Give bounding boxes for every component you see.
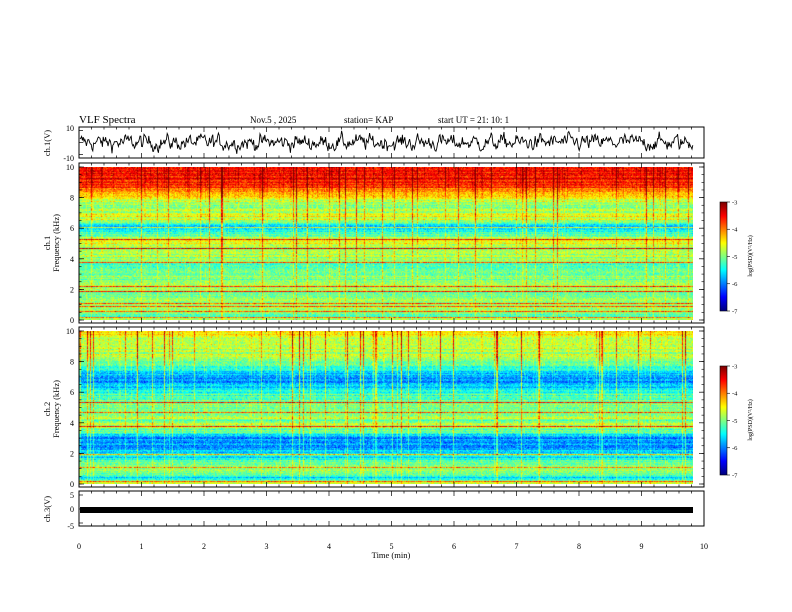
date-label: Nov.5 , 2025 [250, 115, 297, 125]
figure-title: VLF Spectra [79, 114, 136, 126]
colorbar-tick-label: -4 [732, 391, 738, 398]
time-tick-label: 4 [327, 542, 331, 551]
ch1-spectrogram-yticks: 0 2 4 6 8 10 [66, 163, 704, 325]
colorbar-tick-label: -5 [732, 418, 737, 425]
time-tick-label: 6 [452, 542, 456, 551]
ch2-spectrogram-ylabel-frequency: Frequency (kHz) [51, 380, 61, 438]
ch1-spectrogram-xticks [78, 163, 705, 323]
time-tick-label: 10 [700, 542, 708, 551]
time-tick-label: 1 [140, 542, 144, 551]
time-tick-label: 9 [640, 542, 644, 551]
ch3-ytick-bottom: -5 [67, 522, 74, 531]
ch2-spectrogram-yticks: 0 2 4 6 8 10 [66, 327, 704, 489]
colorbar-tick-label: -6 [732, 445, 738, 452]
colorbar-tick-label: -6 [732, 281, 738, 288]
ch3-ytick-top: 5 [70, 491, 74, 500]
start-time-label: start UT = 21: 10: 1 [438, 115, 509, 125]
colorbar-tick-label: -4 [732, 227, 738, 234]
ch3-waveform-trace [80, 507, 693, 513]
y-tick-label: 8 [70, 358, 74, 367]
ch3-ytick-mid: 0 [70, 505, 74, 514]
y-tick-label: 4 [70, 255, 74, 264]
y-tick-label: 6 [70, 388, 74, 397]
ch1-waveform-panel: 10 -10 ch.1(V) [42, 124, 705, 163]
ch2-spectrogram-image [79, 331, 693, 484]
ch2-spectrogram-panel: 0 2 4 6 8 10 ch.2 Frequency (kHz) -3 -4 -5 -6 -7 … [42, 326, 754, 489]
time-tick-label: 3 [265, 542, 269, 551]
time-tick-label: 7 [515, 542, 519, 551]
y-tick-label: 6 [70, 224, 74, 233]
ch2-colorbar-label: log(PSD)(V²/Hz) [747, 399, 754, 440]
time-tick-label: 2 [202, 542, 206, 551]
colorbar-tick-label: -7 [732, 472, 738, 479]
ch1-waveform-xticks [78, 127, 705, 158]
ch1-spectrogram-panel: 0 2 4 6 8 10 ch.1 Frequency (kHz) -3 -4 -5 -6 -7 … [42, 162, 754, 325]
ch3-waveform-xticks [78, 491, 705, 526]
colorbar-tick-label: -7 [732, 308, 738, 315]
ch1-spectrogram-ylabel-channel: ch.1 [42, 236, 52, 250]
time-tick-label: 0 [77, 542, 81, 551]
ch2-colorbar-gradient [720, 366, 727, 475]
ch1-colorbar-label: log(PSD)(V²/Hz) [747, 235, 754, 276]
y-tick-label: 10 [66, 327, 74, 336]
ch1-spectrogram-image [79, 167, 693, 320]
ch3-waveform-ylabel: ch.3(V) [42, 496, 52, 522]
time-tick-label: 5 [390, 542, 394, 551]
ch2-spectrogram-ylabel-channel: ch.2 [42, 402, 52, 416]
ch1-colorbar-gradient [720, 202, 727, 311]
y-tick-label: 0 [70, 316, 74, 325]
ch1-spectrogram-ylabel-frequency: Frequency (kHz) [51, 214, 61, 272]
y-tick-label: 8 [70, 194, 74, 203]
colorbar-tick-label: -3 [732, 199, 737, 206]
ch1-waveform-line [79, 130, 694, 154]
y-tick-label: 2 [70, 285, 74, 294]
ch3-waveform-panel: 5 0 -5 ch.3(V) [42, 490, 705, 531]
colorbar-tick-label: -5 [732, 254, 737, 261]
y-tick-label: 0 [70, 480, 74, 489]
ch2-spectrogram-xticks [78, 327, 705, 487]
ch1-ytick-bottom: -10 [63, 154, 74, 163]
ch1-waveform-ylabel: ch.1(V) [42, 130, 52, 156]
time-axis-label: Time (min) [372, 550, 411, 560]
time-axis-tick-labels: 0 1 2 3 4 5 6 7 8 9 10 [77, 542, 708, 551]
ch2-colorbar-ticks: -3 -4 -5 -6 -7 [727, 363, 738, 479]
ch1-ytick-top: 10 [66, 124, 74, 133]
y-tick-label: 10 [66, 163, 74, 172]
time-tick-label: 8 [577, 542, 581, 551]
y-tick-label: 4 [70, 419, 74, 428]
ch1-colorbar-ticks: -3 -4 -5 -6 -7 [727, 199, 738, 315]
colorbar-tick-label: -3 [732, 363, 737, 370]
ch2-colorbar: -3 -4 -5 -6 -7 log(PSD)(V²/Hz) [719, 363, 754, 479]
ch1-colorbar: -3 -4 -5 -6 -7 log(PSD)(V²/Hz) [719, 199, 754, 315]
y-tick-label: 2 [70, 449, 74, 458]
station-label: station= KAP [344, 115, 393, 125]
